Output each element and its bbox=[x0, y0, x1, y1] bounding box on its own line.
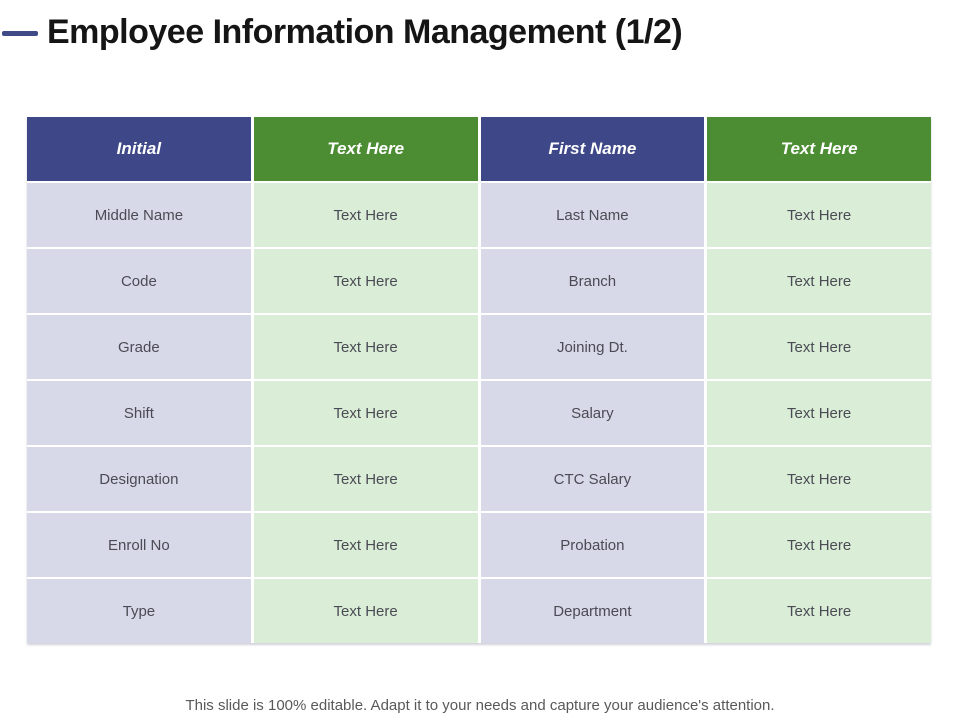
employee-info-table: Initial Text Here First Name Text Here M… bbox=[27, 117, 931, 643]
row-value: Text Here bbox=[707, 513, 931, 577]
row-label: Last Name bbox=[480, 183, 705, 247]
row-label: Joining Dt. bbox=[480, 315, 705, 379]
row-value: Text Here bbox=[707, 579, 931, 643]
header-cell-text-here: Text Here bbox=[707, 117, 931, 181]
title-accent-dash bbox=[2, 31, 38, 36]
row-label: Enroll No bbox=[27, 513, 251, 577]
row-value: Text Here bbox=[253, 381, 478, 445]
row-label: Middle Name bbox=[27, 183, 251, 247]
footer-note: This slide is 100% editable. Adapt it to… bbox=[185, 697, 775, 714]
row-value: Text Here bbox=[707, 315, 931, 379]
row-value: Text Here bbox=[253, 447, 478, 511]
row-label: Department bbox=[480, 579, 705, 643]
row-value: Text Here bbox=[707, 447, 931, 511]
row-label: Code bbox=[27, 249, 251, 313]
row-label: Designation bbox=[27, 447, 251, 511]
row-value: Text Here bbox=[253, 183, 478, 247]
row-value: Text Here bbox=[253, 315, 478, 379]
row-label: Probation bbox=[480, 513, 705, 577]
row-value: Text Here bbox=[253, 249, 478, 313]
row-label: Branch bbox=[480, 249, 705, 313]
page-title: Employee Information Management (1/2) bbox=[47, 13, 683, 51]
row-value: Text Here bbox=[253, 579, 478, 643]
row-value: Text Here bbox=[707, 183, 931, 247]
row-label: Type bbox=[27, 579, 251, 643]
row-label: CTC Salary bbox=[480, 447, 705, 511]
header-cell-first-name: First Name bbox=[480, 117, 705, 181]
row-value: Text Here bbox=[253, 513, 478, 577]
row-label: Shift bbox=[27, 381, 251, 445]
header-cell-initial: Initial bbox=[27, 117, 251, 181]
header-cell-text-here: Text Here bbox=[253, 117, 478, 181]
row-label: Grade bbox=[27, 315, 251, 379]
row-value: Text Here bbox=[707, 249, 931, 313]
row-label: Salary bbox=[480, 381, 705, 445]
row-value: Text Here bbox=[707, 381, 931, 445]
